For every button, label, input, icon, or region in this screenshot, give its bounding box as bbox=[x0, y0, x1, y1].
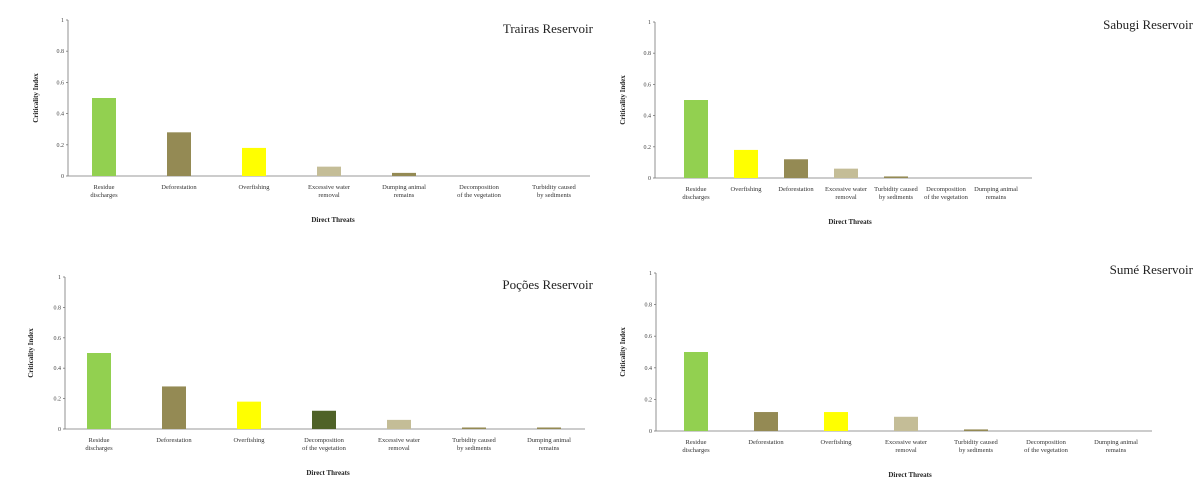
bar bbox=[537, 427, 561, 429]
y-tick-label: 0.6 bbox=[54, 336, 62, 342]
chart-svg: 0 0.2 0.4 0.6 0.8 1 Residue discharges Deforesta… bbox=[619, 262, 1194, 479]
chart-title: Trairas Reservoir bbox=[503, 21, 594, 36]
y-tick-label: 1 bbox=[648, 20, 651, 26]
x-category-label: Residue discharges bbox=[682, 186, 710, 201]
x-category-label: Turbidity caused by sediments bbox=[954, 439, 998, 454]
x-category-label: Excessive water removal bbox=[378, 437, 421, 452]
x-category-label: Excessive water removal bbox=[885, 439, 928, 454]
chart-svg: 0 0.2 0.4 0.6 0.8 1 Residue discharges Overfishi… bbox=[619, 17, 1194, 226]
chart-svg: 0 0.2 0.4 0.6 0.8 1 Residue discharges Deforesta… bbox=[27, 275, 594, 477]
x-axis-title: Direct Threats bbox=[828, 218, 872, 226]
x-category-label: Residue discharges bbox=[682, 439, 710, 454]
y-tick-label: 0.6 bbox=[644, 82, 652, 88]
chart-title: Sabugi Reservoir bbox=[1103, 17, 1194, 32]
x-category-label: Excessive water removal bbox=[825, 186, 868, 201]
bar bbox=[242, 147, 266, 176]
x-category-label: Deforestation bbox=[778, 186, 814, 193]
y-tick-label: 0.2 bbox=[57, 143, 65, 149]
y-tick-label: 0.8 bbox=[644, 51, 652, 57]
chart-svg: 0 0.2 0.4 0.6 0.8 1 Residue discharges Deforesta… bbox=[32, 18, 594, 224]
y-tick-label: 0 bbox=[648, 176, 651, 182]
bar bbox=[162, 386, 186, 429]
bar bbox=[734, 149, 758, 178]
x-category-label: Dumping animal remains bbox=[974, 186, 1018, 201]
x-axis-title: Direct Threats bbox=[888, 471, 932, 479]
bar bbox=[237, 401, 261, 429]
chart-sume: 0 0.2 0.4 0.6 0.8 1 Residue discharges Deforesta… bbox=[600, 240, 1200, 479]
x-category-label: Decomposition of the vegetation bbox=[924, 186, 968, 201]
y-tick-label: 0.4 bbox=[54, 366, 62, 372]
y-tick-label: 1 bbox=[58, 275, 61, 281]
x-category-label: Overfishing bbox=[820, 439, 852, 446]
y-axis-title: Criticality Index bbox=[619, 75, 627, 125]
x-category-label: Turbidity caused by sediments bbox=[874, 186, 918, 201]
y-axis-title: Criticality Index bbox=[27, 328, 35, 378]
y-tick-label: 0 bbox=[649, 429, 652, 435]
x-category-label: Deforestation bbox=[156, 437, 192, 444]
x-category-label: Residue discharges bbox=[90, 184, 118, 199]
bar bbox=[824, 412, 848, 431]
bar bbox=[964, 429, 988, 431]
chart-trairas: 0 0.2 0.4 0.6 0.8 1 Residue discharges Deforesta… bbox=[0, 0, 600, 240]
x-category-label: Turbidity caused by sediments bbox=[452, 437, 496, 452]
bar bbox=[317, 166, 341, 176]
bar bbox=[392, 172, 416, 176]
x-category-label: Deforestation bbox=[748, 439, 784, 446]
bar bbox=[684, 100, 708, 178]
y-tick-label: 0.8 bbox=[57, 49, 65, 55]
x-category-label: Decomposition of the vegetation bbox=[302, 437, 346, 452]
y-tick-label: 0.2 bbox=[645, 397, 653, 403]
y-tick-label: 0.8 bbox=[645, 303, 653, 309]
x-category-label: Dumping animal remains bbox=[382, 184, 426, 199]
x-category-label: Overfishing bbox=[238, 184, 270, 191]
x-category-label: Overfishing bbox=[730, 186, 762, 193]
bar bbox=[462, 427, 486, 429]
y-tick-label: 0.2 bbox=[644, 145, 652, 151]
y-tick-label: 1 bbox=[649, 271, 652, 277]
bar bbox=[884, 176, 908, 178]
bar bbox=[92, 98, 116, 176]
bar bbox=[167, 132, 191, 176]
chart-title: Poções Reservoir bbox=[502, 277, 593, 292]
x-category-label: Turbidity caused by sediments bbox=[532, 184, 576, 199]
x-category-label: Decomposition of the vegetation bbox=[1024, 439, 1068, 454]
y-tick-label: 0.6 bbox=[57, 80, 65, 86]
y-tick-label: 0.4 bbox=[57, 112, 65, 118]
x-category-label: Residue discharges bbox=[85, 437, 113, 452]
y-tick-label: 0.4 bbox=[644, 114, 652, 120]
bar bbox=[312, 410, 336, 429]
bar bbox=[684, 352, 708, 431]
x-axis-title: Direct Threats bbox=[306, 469, 350, 477]
bar bbox=[894, 416, 918, 431]
x-category-label: Decomposition of the vegetation bbox=[457, 184, 501, 199]
y-tick-label: 0.8 bbox=[54, 305, 62, 311]
bar bbox=[387, 419, 411, 429]
x-category-label: Dumping animal remains bbox=[1094, 439, 1138, 454]
bar bbox=[784, 159, 808, 178]
y-axis-title: Criticality Index bbox=[619, 327, 627, 377]
y-tick-label: 0.2 bbox=[54, 397, 62, 403]
x-category-label: Excessive water removal bbox=[308, 184, 351, 199]
chart-title: Sumé Reservoir bbox=[1110, 262, 1194, 277]
x-category-label: Deforestation bbox=[161, 184, 197, 191]
x-category-label: Overfishing bbox=[233, 437, 265, 444]
bar bbox=[834, 168, 858, 178]
chart-pocoes: 0 0.2 0.4 0.6 0.8 1 Residue discharges Deforesta… bbox=[0, 240, 600, 479]
chart-sabugi: 0 0.2 0.4 0.6 0.8 1 Residue discharges Overfishi… bbox=[600, 0, 1200, 240]
y-axis-title: Criticality Index bbox=[32, 73, 40, 123]
y-tick-label: 1 bbox=[61, 18, 64, 24]
x-category-label: Dumping animal remains bbox=[527, 437, 571, 452]
x-axis-title: Direct Threats bbox=[311, 216, 355, 224]
y-tick-label: 0.4 bbox=[645, 366, 653, 372]
y-tick-label: 0 bbox=[61, 174, 64, 180]
y-tick-label: 0.6 bbox=[645, 334, 653, 340]
y-tick-label: 0 bbox=[58, 427, 61, 433]
bar bbox=[754, 412, 778, 431]
bar bbox=[87, 353, 111, 429]
